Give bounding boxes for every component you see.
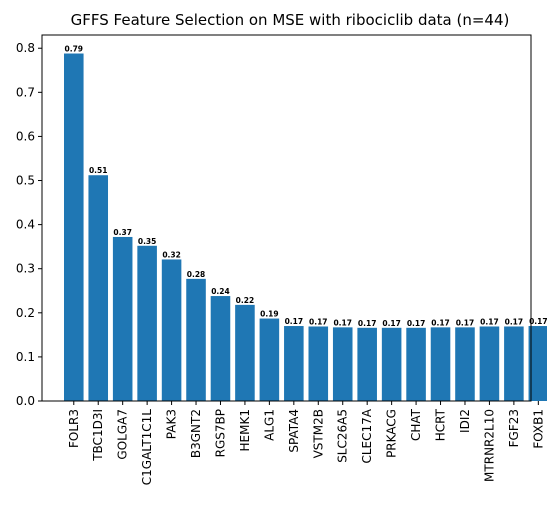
bar: [479, 326, 500, 401]
bar: [210, 296, 231, 401]
bar-value-label: 0.35: [138, 237, 157, 246]
bar: [284, 326, 304, 401]
y-tick-label: 0.7: [16, 85, 35, 99]
bars: [64, 53, 547, 402]
chart-title: GFFS Feature Selection on MSE with riboc…: [71, 11, 510, 29]
x-tick-label: CHAT: [409, 408, 423, 441]
y-tick-label: 0.2: [16, 306, 35, 320]
bar-value-label: 0.79: [65, 45, 84, 54]
plot-frame: [41, 34, 532, 402]
x-axis: FOLR3 TBC1D3I GOLGA7 C1GALT1C1L PAK3 B3GNT2 RG…: [67, 401, 545, 486]
y-tick-label: 0.6: [16, 129, 35, 143]
bar: [259, 318, 280, 401]
bar-value-label: 0.19: [260, 310, 279, 319]
x-tick-label: PRKACG: [385, 409, 399, 458]
bar: [430, 327, 451, 401]
x-tick-label: C1GALT1C1L: [140, 409, 154, 486]
bar-value-label: 0.17: [431, 318, 450, 327]
x-tick-label: CLEC17A: [360, 408, 374, 463]
x-tick-label: FOLR3: [67, 409, 81, 448]
bar-value-label: 0.51: [89, 166, 108, 175]
x-tick-label: MTRNR2L10: [482, 409, 496, 482]
bar-value-label: 0.37: [113, 228, 132, 237]
bar-value-label: 0.17: [407, 319, 426, 328]
bar: [137, 245, 157, 401]
y-tick-label: 0.0: [16, 394, 35, 408]
bar-value-label: 0.17: [285, 317, 304, 326]
x-tick-label: PAK3: [165, 409, 179, 439]
x-tick-label: FGF23: [507, 409, 521, 447]
x-tick-label: SPATA4: [287, 409, 301, 453]
bar-value-label: 0.32: [162, 250, 181, 259]
bar-value-label: 0.17: [358, 319, 377, 328]
x-tick-label: FOXB1: [531, 409, 545, 449]
bar-value-label: 0.17: [529, 317, 547, 326]
bar-value-label: 0.17: [382, 319, 401, 328]
x-tick-label: GOLGA7: [116, 409, 130, 460]
x-tick-label: HCRT: [434, 408, 448, 441]
bar: [528, 326, 547, 401]
bar: [455, 327, 475, 401]
bar: [357, 327, 377, 401]
bar: [332, 327, 353, 401]
bar: [235, 304, 255, 401]
bar-value-label: 0.17: [505, 317, 524, 326]
bar: [88, 175, 109, 401]
bar-value-label: 0.22: [236, 296, 255, 305]
x-tick-label: VSTM2B: [311, 409, 325, 458]
y-axis: 0.0 0.1 0.2 0.3 0.4 0.5 0.6 0.7 0.8: [16, 41, 42, 408]
y-tick-label: 0.5: [16, 174, 35, 188]
bar-value-label: 0.17: [309, 317, 328, 326]
bar-value-label: 0.17: [480, 317, 499, 326]
y-tick-label: 0.4: [16, 218, 35, 232]
value-labels: 0.79 0.51 0.37 0.35 0.32 0.28 0.24 0.22 0.19 0.17…: [65, 45, 547, 328]
bar: [161, 259, 182, 401]
bar-value-label: 0.28: [187, 270, 206, 279]
bar: [64, 53, 84, 402]
bar: [381, 327, 402, 401]
x-tick-label: RGS7BP: [213, 409, 227, 457]
bar: [112, 236, 133, 401]
bar: [308, 326, 329, 401]
bar: [186, 278, 206, 401]
bar-value-label: 0.17: [456, 318, 475, 327]
x-tick-label: HEMK1: [238, 409, 252, 451]
y-tick-label: 0.1: [16, 350, 35, 364]
y-tick-label: 0.8: [16, 41, 35, 55]
y-tick-label: 0.3: [16, 262, 35, 276]
bar-value-label: 0.17: [333, 318, 352, 327]
x-tick-label: TBC1D3I: [91, 409, 105, 462]
x-tick-label: SLC26A5: [336, 409, 350, 463]
x-tick-label: ALG1: [262, 409, 276, 441]
bar: [406, 327, 426, 401]
x-tick-label: B3GNT2: [189, 409, 203, 458]
x-tick-label: IDI2: [458, 409, 472, 433]
bar: [504, 326, 524, 401]
bar-value-label: 0.24: [211, 287, 230, 296]
